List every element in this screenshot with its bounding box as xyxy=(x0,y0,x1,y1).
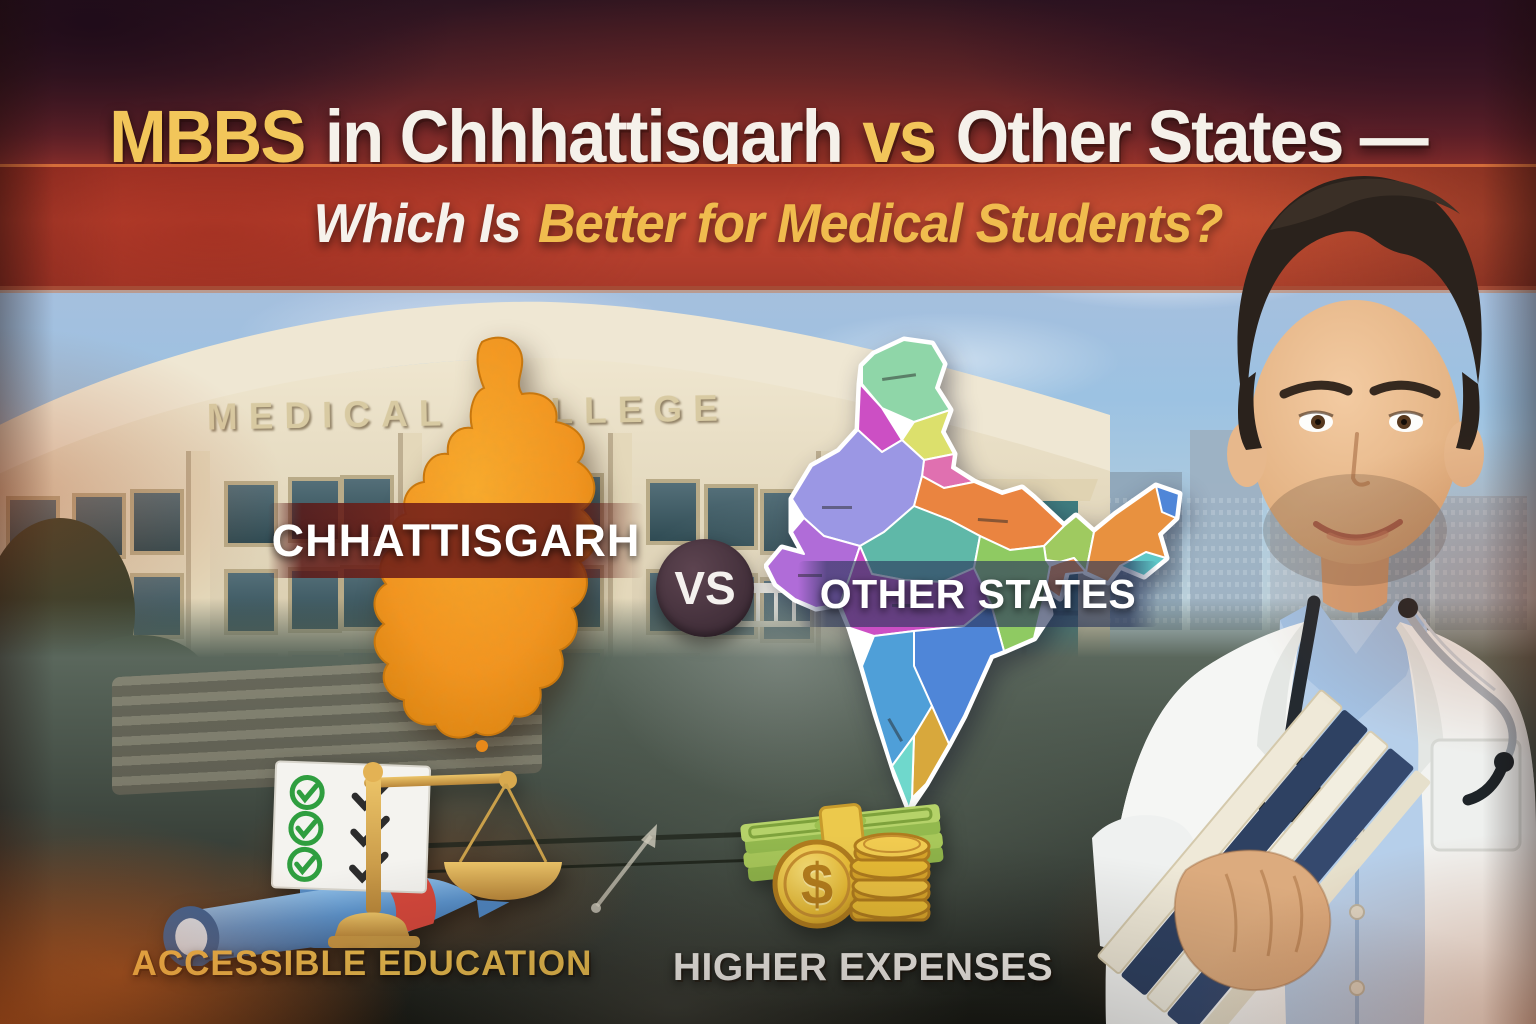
vs-text: VS xyxy=(674,562,736,614)
chhattisgarh-label: CHHATTISGARH xyxy=(271,514,641,566)
title-vs: vs xyxy=(862,94,937,178)
arrow-icon xyxy=(591,824,657,913)
accessible-education-text: ACCESSIBLE EDUCATION xyxy=(131,944,593,983)
coin-stack-icon xyxy=(849,832,931,922)
doctor-photo xyxy=(1092,176,1536,1024)
higher-expenses-text: HIGHER EXPENSES xyxy=(672,946,1054,989)
education-icons xyxy=(163,760,562,966)
subtitle-lead: Which Is xyxy=(313,192,521,254)
vs-badge: VS xyxy=(656,539,754,637)
chhattisgarh-label-bar: CHHATTISGARH xyxy=(268,503,644,578)
dollar-coin-icon: $ xyxy=(772,839,862,929)
hand xyxy=(1173,849,1332,992)
expenses-icons: $ xyxy=(740,803,944,929)
dollar-sign: $ xyxy=(801,852,833,917)
title-mbbs: MBBS xyxy=(109,94,306,178)
title-mid: in Chhhattisgarh xyxy=(324,94,844,178)
accessible-education-caption: ACCESSIBLE EDUCATION xyxy=(112,944,612,984)
higher-expenses-caption: HIGHER EXPENSES xyxy=(637,946,1089,990)
